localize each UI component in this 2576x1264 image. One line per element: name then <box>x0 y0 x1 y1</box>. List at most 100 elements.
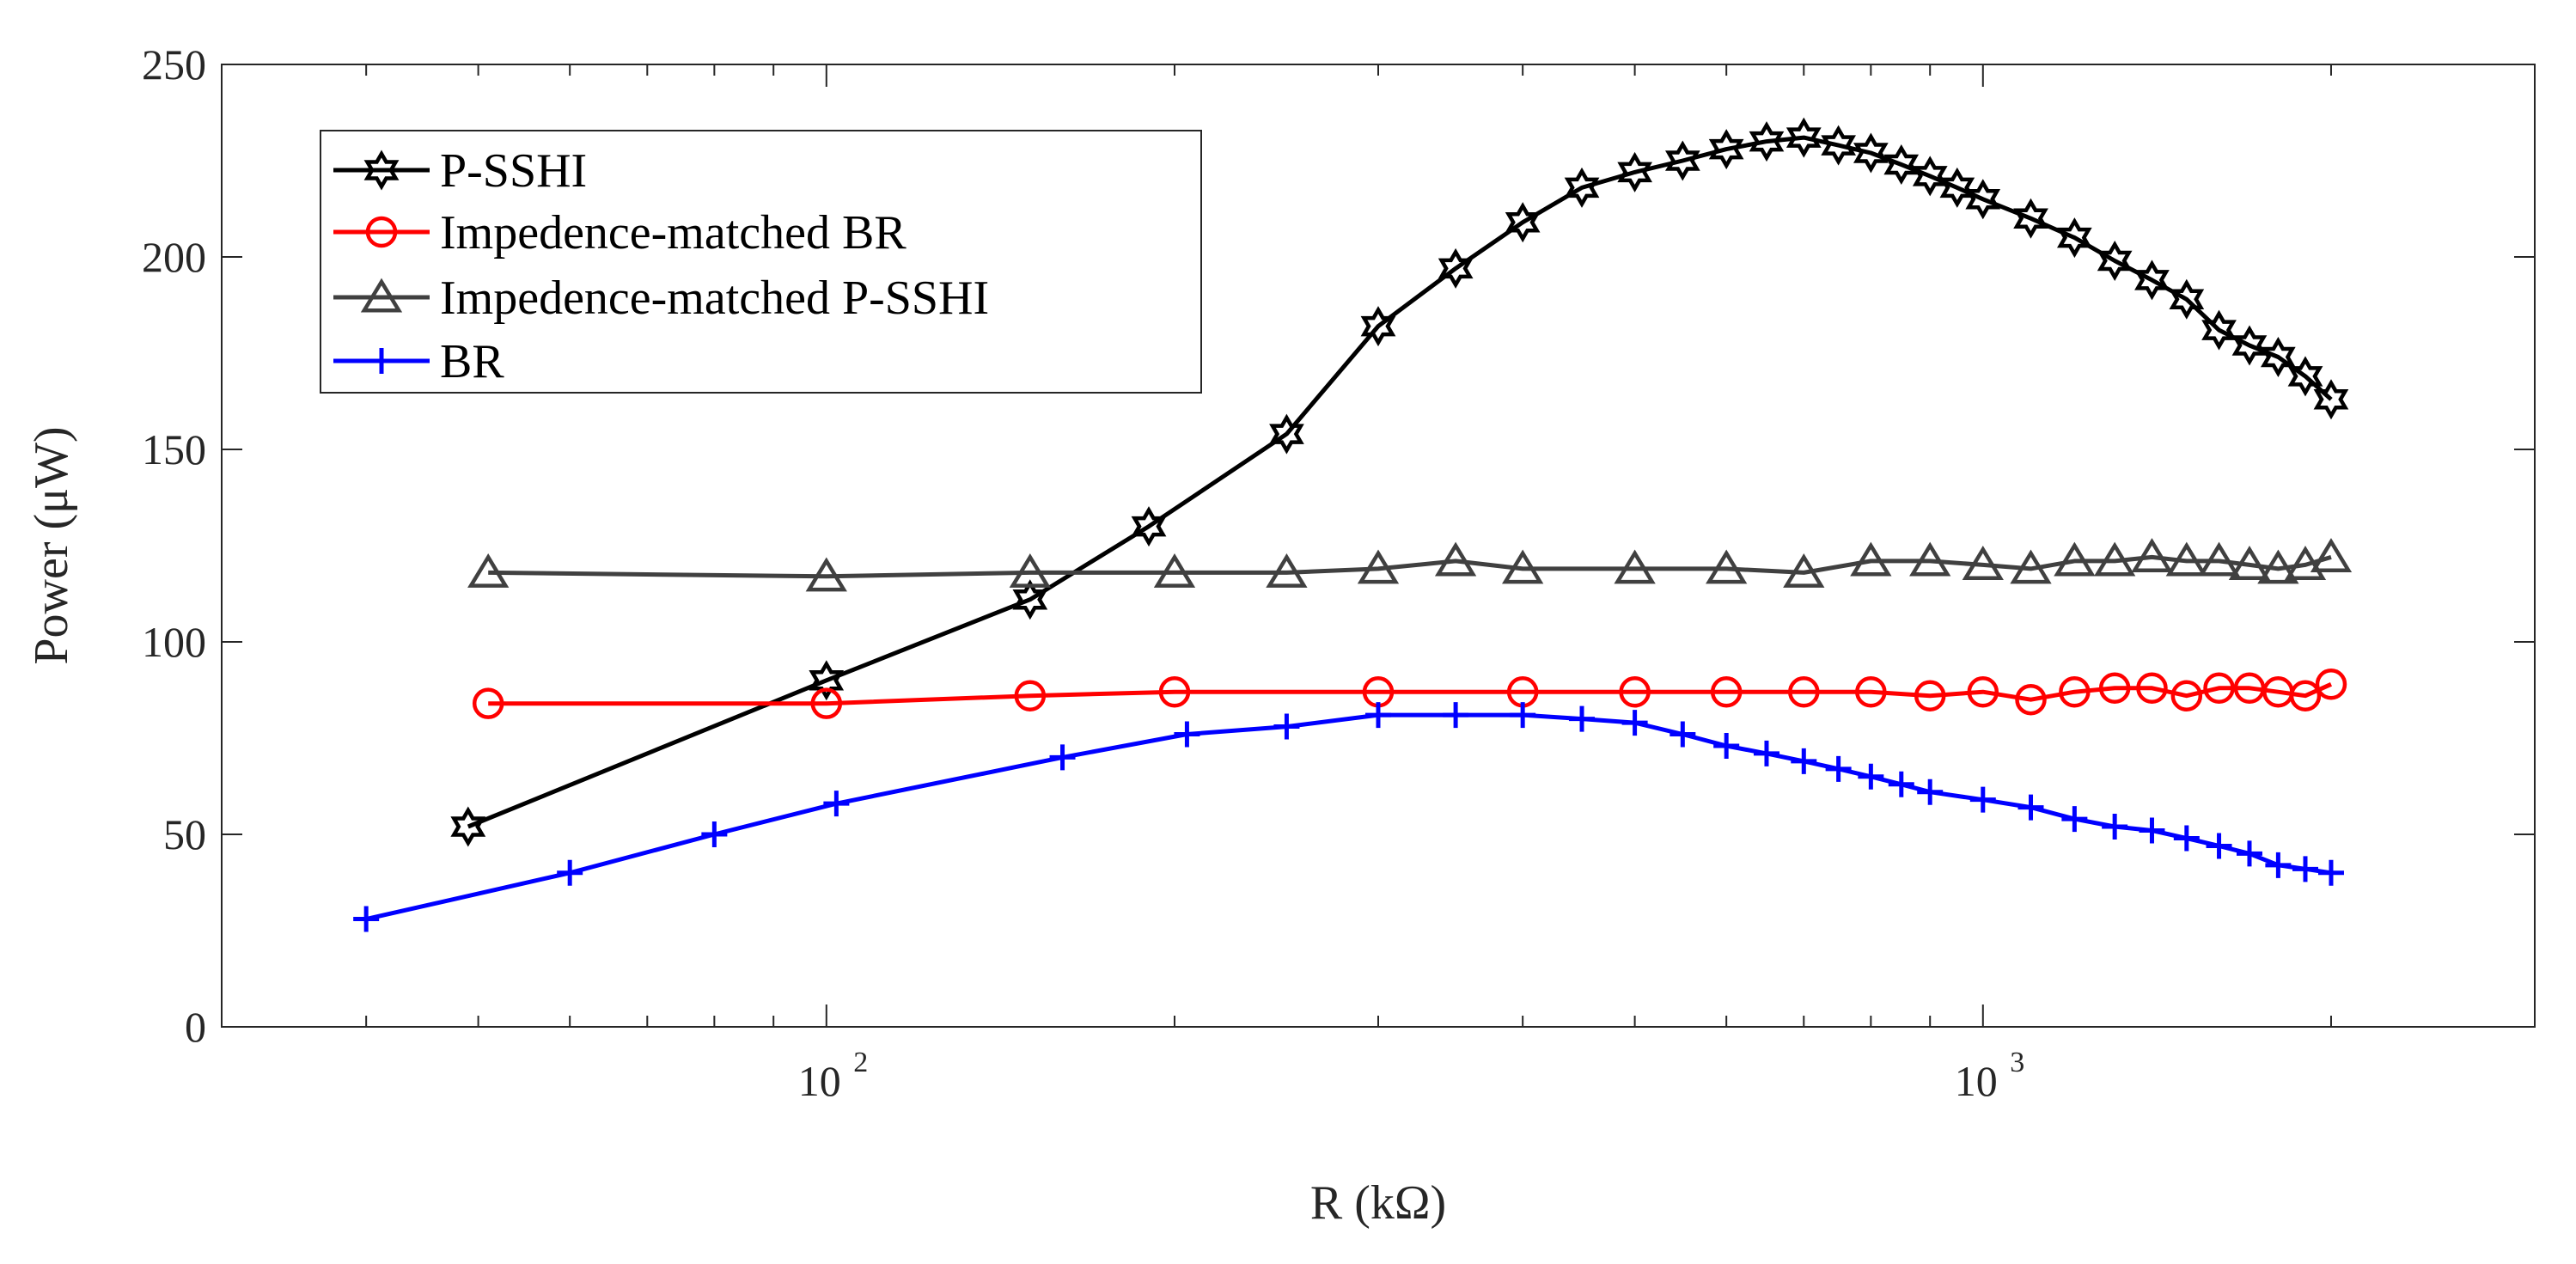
data-point <box>823 791 850 817</box>
data-point <box>1912 156 1948 197</box>
data-point <box>1791 748 1817 774</box>
data-point <box>1505 202 1541 243</box>
x-tick-label: 10 <box>798 1057 841 1105</box>
data-point <box>2198 541 2240 577</box>
series-line <box>488 554 2332 579</box>
y-tick-label: 200 <box>142 233 206 281</box>
legend-entries: P-SSHI Impedence-matched BR Impedence-matc… <box>333 144 989 388</box>
data-point <box>2201 309 2237 351</box>
data-point <box>2206 833 2232 859</box>
data-point <box>1438 247 1474 289</box>
data-point <box>2228 546 2271 580</box>
legend-item: P-SSHI <box>333 144 587 198</box>
data-point <box>805 557 847 592</box>
legend-label: Impedence-matched P-SSHI <box>440 272 989 325</box>
data-point <box>2097 240 2133 282</box>
data-point <box>2131 538 2173 572</box>
legend-label: BR <box>440 335 504 388</box>
data-point <box>1785 117 1822 158</box>
legend-marker <box>363 150 400 191</box>
data-point <box>1821 125 1857 166</box>
legend-label: Impedence-matched BR <box>440 206 906 260</box>
data-point <box>1564 167 1600 208</box>
data-point <box>2203 672 2235 705</box>
data-point <box>450 806 486 847</box>
data-point <box>2173 825 2200 852</box>
data-point <box>2010 549 2052 584</box>
data-point <box>1917 779 1944 805</box>
data-point <box>1617 151 1653 192</box>
data-point <box>1965 179 2001 220</box>
data-point <box>1710 675 1743 708</box>
data-point <box>2231 325 2268 366</box>
y-tick-label: 250 <box>142 40 206 89</box>
data-point <box>1969 786 1996 813</box>
data-point <box>1939 167 1975 208</box>
data-point <box>2170 680 2203 711</box>
series-p-sshi <box>450 117 2349 847</box>
data-point <box>1614 549 1656 584</box>
data-point <box>1012 579 1048 620</box>
data-point <box>1266 553 1308 588</box>
data-point <box>2059 675 2091 708</box>
series-br <box>353 702 2344 932</box>
legend-marker <box>369 348 394 374</box>
data-point <box>1888 771 1914 797</box>
data-point <box>1783 553 1825 588</box>
data-point <box>2310 538 2353 572</box>
data-point <box>1158 675 1191 708</box>
data-point <box>2260 337 2296 377</box>
data-point <box>2317 859 2344 886</box>
data-point <box>2292 856 2318 882</box>
data-point <box>2061 806 2088 833</box>
data-point <box>2257 549 2299 584</box>
y-tick-label: 50 <box>163 810 206 858</box>
data-point <box>2017 794 2044 821</box>
data-point <box>1009 553 1051 588</box>
data-point <box>1883 144 1920 185</box>
data-point <box>2139 817 2165 844</box>
legend-label: P-SSHI <box>440 144 587 198</box>
x-axis-label: R (kΩ) <box>1310 1176 1446 1230</box>
data-point <box>1855 675 1887 708</box>
data-point <box>2134 260 2170 301</box>
data-point <box>1706 549 1748 584</box>
data-point <box>2284 546 2327 580</box>
data-point <box>2236 840 2262 867</box>
legend-item: BR <box>333 335 504 388</box>
data-point <box>1853 132 1889 174</box>
legend-box <box>320 130 1202 394</box>
data-point <box>472 687 504 719</box>
data-point <box>1357 549 1400 584</box>
data-point <box>1131 506 1167 547</box>
legend: P-SSHI Impedence-matched BR Impedence-matc… <box>320 130 1202 394</box>
data-point <box>1753 740 1779 766</box>
data-point <box>2165 541 2207 577</box>
series-layer <box>353 117 2353 932</box>
axis-layer: 0 50 100 150 200 250 10 2 10 3 <box>142 40 2535 1105</box>
y-axis-label: Power (μW) <box>25 426 78 664</box>
legend-marker <box>360 278 403 313</box>
data-point <box>1621 710 1648 736</box>
legend-marker <box>365 216 398 248</box>
data-point <box>2287 356 2323 397</box>
data-point <box>467 553 510 588</box>
data-point <box>1049 744 1076 771</box>
data-point <box>2054 541 2096 577</box>
data-point <box>1670 721 1696 748</box>
data-point <box>1749 121 1785 162</box>
series-line <box>467 135 2333 829</box>
data-point <box>1909 541 1951 577</box>
data-point <box>2013 198 2048 239</box>
data-point <box>2169 278 2205 320</box>
data-point <box>2056 217 2092 259</box>
data-point <box>1510 702 1536 729</box>
data-point <box>1153 553 1196 588</box>
x-tick-label-exponent: 2 <box>853 1047 868 1078</box>
x-tick-label: 10 <box>1955 1057 1998 1105</box>
data-point <box>2136 672 2168 705</box>
data-point <box>1502 549 1544 584</box>
data-point <box>1664 140 1700 181</box>
data-point <box>701 821 728 847</box>
